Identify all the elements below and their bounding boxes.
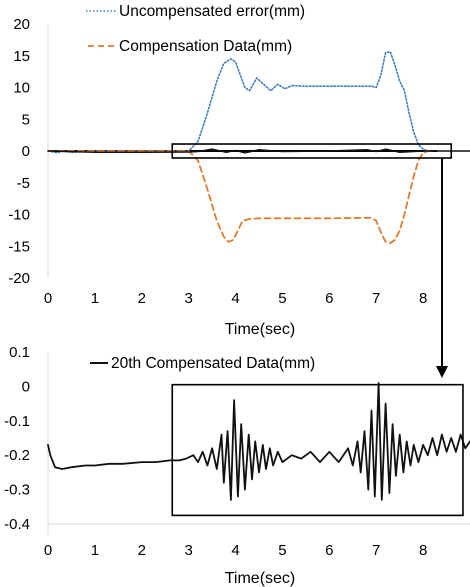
connector-arrowhead [436,366,448,378]
top-series-group [47,51,470,245]
legend-uncompensated-label: Uncompensated error(mm) [119,3,305,20]
top-series-3-line [47,148,470,154]
top-y-tick-label: -20 [8,270,30,287]
bottom-x-tick-label: 2 [138,542,146,559]
bottom-x-tick-labels: 0 1 2 3 4 5 6 7 8 [44,542,427,559]
bottom-y-tick-label: -0.3 [4,482,30,499]
bottom-y-tick-label: -0.2 [4,447,30,464]
bottom-series-1-line [47,382,470,501]
top-y-tick-labels: 20 15 10 5 0 -5 -10 -15 -20 [8,16,30,287]
bottom-y-tick-labels: 0.1 0 -0.1 -0.2 -0.3 -0.4 [4,344,30,533]
top-series-2-line [47,150,434,245]
legend-compensated-label: 20th Compensated Data(mm) [111,355,315,372]
zoom-highlight-box [171,143,453,159]
bottom-y-tick-label: 0 [22,378,30,395]
top-y-tick-label: 10 [13,80,30,97]
top-x-tick-label: 5 [278,290,286,307]
top-x-tick-label: 4 [231,290,239,307]
top-y-tick-label: 20 [13,16,30,33]
bottom-x-tick-label: 8 [419,542,427,559]
bottom-x-tick-label: 4 [231,542,239,559]
bottom-x-tick-label: 5 [278,542,286,559]
top-x-tick-label: 0 [44,290,52,307]
zoom-detail-box [171,383,464,517]
top-x-tick-label: 1 [91,290,99,307]
bottom-x-tick-label: 3 [184,542,192,559]
top-y-tick-label: 15 [13,48,30,65]
top-x-tick-label: 6 [325,290,333,307]
bottom-x-tick-label: 6 [325,542,333,559]
top-x-tick-label: 3 [184,290,192,307]
top-y-tick-label: -10 [8,207,30,224]
bottom-x-tick-label: 7 [372,542,380,559]
top-y-tick-label: 5 [22,111,30,128]
bottom-y-tick-label: -0.1 [4,413,30,430]
bottom-x-axis-label: Time(sec) [225,570,296,587]
bottom-series-group [47,382,470,501]
bottom-y-tick-label: 0.1 [9,344,30,361]
top-y-tick-label: -15 [8,238,30,255]
bottom-y-tick-label: -0.4 [4,516,30,533]
bottom-x-tick-label: 0 [44,542,52,559]
top-x-axis-label: Time(sec) [225,321,296,338]
top-series-1-line [47,51,434,154]
top-x-tick-label: 2 [138,290,146,307]
bottom-x-tick-label: 1 [91,542,99,559]
top-x-tick-labels: 0 1 2 3 4 5 6 7 8 [44,290,427,307]
bottom-chart: 0.1 0 -0.1 -0.2 -0.3 -0.4 0 1 2 3 4 5 6 7 8 Time(sec)… [4,344,470,587]
top-y-tick-label: 0 [22,143,30,160]
top-x-tick-label: 8 [419,290,427,307]
top-y-tick-label: -5 [17,175,30,192]
top-x-tick-label: 7 [372,290,380,307]
legend-compensation-label: Compensation Data(mm) [119,38,292,55]
